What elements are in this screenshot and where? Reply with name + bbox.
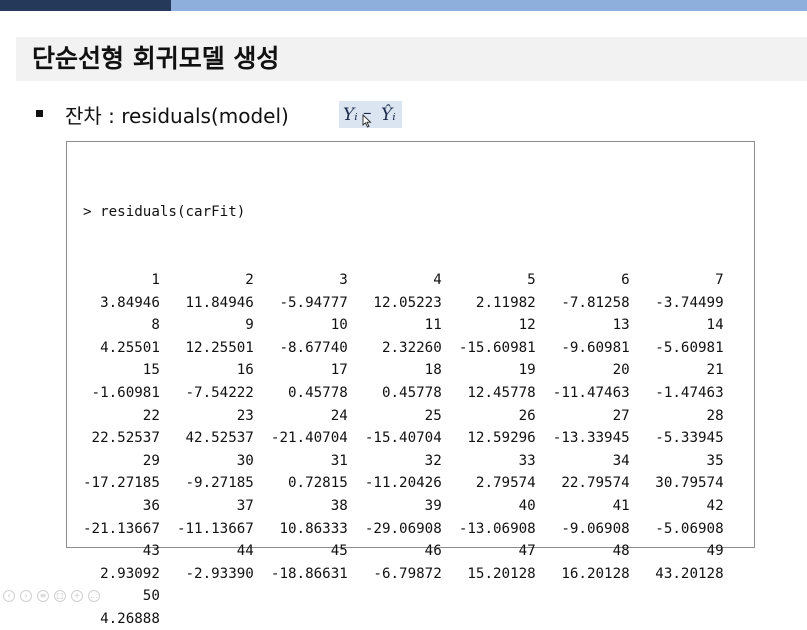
console-output-line: -17.27185 -9.27185 0.72815 -11.20426 2.7… — [83, 475, 724, 492]
console-output-line: 50 — [83, 588, 160, 605]
prev-icon[interactable]: ‹ — [3, 590, 15, 602]
top-accent-dark — [0, 0, 171, 11]
bullet-text: 잔차 : residuals(model) — [65, 104, 289, 128]
console-lines: > residuals(carFit) 1 2 3 4 5 6 7 3.8494… — [83, 156, 724, 630]
console-output-line: 8 9 10 11 12 13 14 — [83, 317, 724, 334]
title-band — [16, 37, 807, 81]
console-command: > residuals(carFit) — [83, 204, 246, 221]
top-accent-light — [171, 0, 807, 11]
console-output-line: 15 16 17 18 19 20 21 — [83, 362, 724, 379]
bullet-square-icon — [36, 110, 43, 117]
mouse-cursor-icon — [362, 114, 372, 128]
formula-operator: – — [363, 103, 372, 123]
console-output-line: 1 2 3 4 5 6 7 — [83, 271, 724, 288]
console-output-line: 43 44 45 46 47 48 49 — [83, 543, 724, 560]
console-output-line: 4.26888 — [83, 610, 160, 627]
copy-icon[interactable]: □ — [54, 590, 66, 602]
console-output-line: 4.25501 12.25501 -8.67740 2.32260 -15.60… — [83, 339, 724, 356]
console-output-line: 22.52537 42.52537 -21.40704 -15.40704 12… — [83, 430, 724, 447]
r-console-output: > residuals(carFit) 1 2 3 4 5 6 7 3.8494… — [66, 141, 755, 627]
console-output-line: 3.84946 11.84946 -5.94777 12.05223 2.119… — [83, 294, 724, 311]
more-icon[interactable]: … — [88, 590, 100, 602]
top-accent-bar — [0, 0, 807, 11]
console-output-line: 36 37 38 39 40 41 42 — [83, 497, 724, 514]
console-output-line: 2.93092 -2.93390 -18.86631 -6.79872 15.2… — [83, 565, 724, 582]
console-output-line: -21.13667 -11.13667 10.86333 -29.06908 -… — [83, 520, 724, 537]
menu-icon[interactable]: ≡ — [37, 590, 49, 602]
next-icon[interactable]: › — [20, 590, 32, 602]
zoom-icon[interactable]: + — [71, 590, 83, 602]
formula-y-hat-term: Ŷᵢ — [381, 105, 396, 125]
console-output-line: 29 30 31 32 33 34 35 — [83, 452, 724, 469]
slide-title: 단순선형 회귀모델 생성 — [32, 44, 280, 73]
formula-y-term: Yᵢ — [343, 105, 358, 125]
console-output-line: -1.60981 -7.54222 0.45778 0.45778 12.457… — [83, 384, 724, 401]
console-output-line: 22 23 24 25 26 27 28 — [83, 407, 724, 424]
residual-formula: Yᵢ – Ŷᵢ — [339, 101, 402, 128]
